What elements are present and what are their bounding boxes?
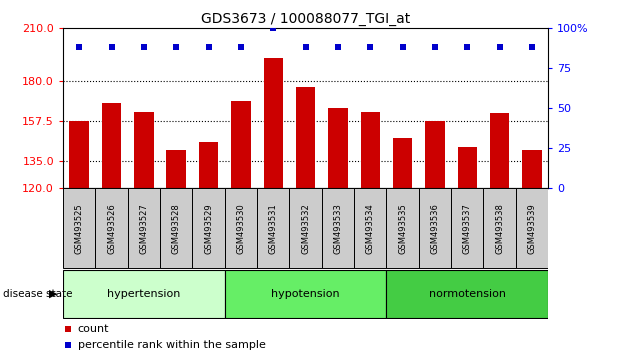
FancyBboxPatch shape	[63, 188, 95, 268]
Text: GSM493526: GSM493526	[107, 203, 116, 254]
Bar	[328, 108, 348, 188]
Bar	[393, 138, 412, 188]
Text: count: count	[77, 324, 109, 333]
Bar	[425, 121, 445, 188]
Bar	[166, 150, 186, 188]
Bar	[360, 112, 380, 188]
FancyBboxPatch shape	[95, 188, 128, 268]
Text: GSM493528: GSM493528	[172, 203, 181, 254]
FancyBboxPatch shape	[451, 188, 483, 268]
Text: GSM493538: GSM493538	[495, 203, 504, 254]
Bar	[134, 112, 154, 188]
Bar	[199, 142, 218, 188]
Text: GSM493532: GSM493532	[301, 203, 310, 254]
Bar	[102, 103, 121, 188]
FancyBboxPatch shape	[322, 188, 354, 268]
Text: GSM493539: GSM493539	[527, 203, 536, 254]
Bar	[522, 150, 542, 188]
FancyBboxPatch shape	[516, 188, 548, 268]
Text: GSM493530: GSM493530	[236, 203, 245, 254]
Text: GSM493534: GSM493534	[366, 203, 375, 254]
FancyBboxPatch shape	[257, 188, 289, 268]
Bar	[231, 101, 251, 188]
Title: GDS3673 / 100088077_TGI_at: GDS3673 / 100088077_TGI_at	[201, 12, 410, 26]
FancyBboxPatch shape	[192, 188, 225, 268]
FancyBboxPatch shape	[386, 270, 548, 318]
Text: hypotension: hypotension	[272, 289, 340, 299]
FancyBboxPatch shape	[419, 188, 451, 268]
FancyBboxPatch shape	[225, 270, 386, 318]
Text: ▶: ▶	[50, 289, 58, 299]
Text: percentile rank within the sample: percentile rank within the sample	[77, 340, 265, 350]
FancyBboxPatch shape	[160, 188, 192, 268]
Text: GSM493531: GSM493531	[269, 203, 278, 254]
Text: GSM493537: GSM493537	[463, 203, 472, 254]
FancyBboxPatch shape	[225, 188, 257, 268]
Bar	[296, 87, 315, 188]
Bar	[457, 147, 477, 188]
FancyBboxPatch shape	[289, 188, 322, 268]
Text: normotension: normotension	[429, 289, 506, 299]
Bar	[490, 113, 509, 188]
Text: GSM493533: GSM493533	[333, 203, 342, 254]
Text: GSM493535: GSM493535	[398, 203, 407, 254]
Bar	[263, 58, 283, 188]
Bar	[69, 121, 89, 188]
Text: GSM493525: GSM493525	[75, 203, 84, 254]
Text: GSM493536: GSM493536	[430, 203, 439, 254]
FancyBboxPatch shape	[354, 188, 386, 268]
FancyBboxPatch shape	[386, 188, 419, 268]
Text: disease state: disease state	[3, 289, 72, 299]
Text: GSM493527: GSM493527	[139, 203, 148, 254]
Text: GSM493529: GSM493529	[204, 203, 213, 254]
FancyBboxPatch shape	[483, 188, 516, 268]
Text: hypertension: hypertension	[107, 289, 181, 299]
FancyBboxPatch shape	[128, 188, 160, 268]
FancyBboxPatch shape	[63, 270, 225, 318]
